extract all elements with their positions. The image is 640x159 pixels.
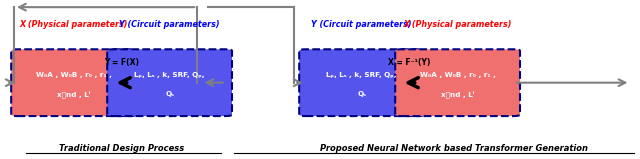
Text: Y (Circuit parameters): Y (Circuit parameters) xyxy=(119,20,220,29)
FancyBboxPatch shape xyxy=(108,49,232,116)
Text: Qₛ: Qₛ xyxy=(165,91,174,97)
Text: x₝nd , Lⁱ: x₝nd , Lⁱ xyxy=(441,90,474,98)
Text: Qₛ: Qₛ xyxy=(357,91,366,97)
Text: Y (Circuit parameters): Y (Circuit parameters) xyxy=(311,20,412,29)
Text: x₝nd , Lⁱ: x₝nd , Lⁱ xyxy=(57,90,90,98)
Text: W₀A , W₀B , r₀ , r₁ ,: W₀A , W₀B , r₀ , r₁ , xyxy=(36,72,111,78)
Text: X (Physical parameters): X (Physical parameters) xyxy=(19,20,128,29)
Text: Y = F(X): Y = F(X) xyxy=(104,58,139,67)
FancyBboxPatch shape xyxy=(395,49,520,116)
Text: X = F⁻¹(Y): X = F⁻¹(Y) xyxy=(388,58,431,67)
Text: W₀A , W₀B , r₀ , r₁ ,: W₀A , W₀B , r₀ , r₁ , xyxy=(420,72,495,78)
FancyBboxPatch shape xyxy=(12,49,136,116)
FancyBboxPatch shape xyxy=(299,49,424,116)
Text: Traditional Design Process: Traditional Design Process xyxy=(59,144,184,153)
Text: Proposed Neural Network based Transformer Generation: Proposed Neural Network based Transforme… xyxy=(321,144,588,153)
Text: Lₚ, Lₛ , k, SRF, Qₚ,: Lₚ, Lₛ , k, SRF, Qₚ, xyxy=(134,72,205,78)
Text: Lₚ, Lₛ , k, SRF, Qₚ,: Lₚ, Lₛ , k, SRF, Qₚ, xyxy=(326,72,397,78)
Text: X (Physical parameters): X (Physical parameters) xyxy=(403,20,512,29)
